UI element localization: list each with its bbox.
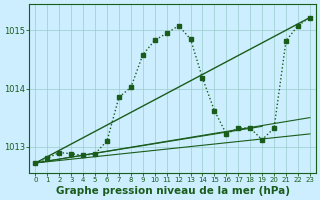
- X-axis label: Graphe pression niveau de la mer (hPa): Graphe pression niveau de la mer (hPa): [56, 186, 290, 196]
